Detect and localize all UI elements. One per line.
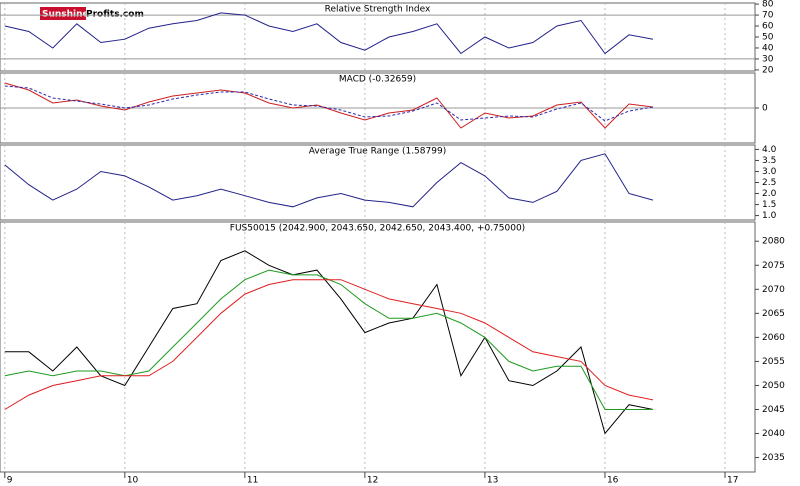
y-tick-label: 2055 <box>762 357 785 367</box>
x-tick-label: 13 <box>487 476 498 486</box>
y-tick-label: 30 <box>762 54 774 64</box>
y-tick-label: 0 <box>762 104 768 114</box>
y-tick-label: 2.5 <box>762 178 776 188</box>
y-tick-label: 50 <box>762 33 774 43</box>
y-tick-label: 2070 <box>762 285 785 295</box>
panel-title: FUS50015 (2042.900, 2043.650, 2042.650, … <box>230 224 525 234</box>
x-tick-label: 16 <box>607 476 619 486</box>
y-tick-label: 2040 <box>762 429 785 439</box>
series-line <box>4 85 654 122</box>
x-tick-label: 10 <box>127 476 139 486</box>
series-line <box>4 82 654 129</box>
x-tick-label: 12 <box>367 476 378 486</box>
x-tick-label: 17 <box>727 476 738 486</box>
logo-text: Profits.com <box>86 10 144 20</box>
y-tick-label: 20 <box>762 65 774 75</box>
y-tick-label: 2065 <box>762 309 785 319</box>
y-tick-label: 2075 <box>762 261 785 271</box>
y-tick-label: 2050 <box>762 381 785 391</box>
y-tick-label: 3.0 <box>762 167 777 177</box>
y-tick-label: 40 <box>762 43 774 53</box>
panel-title: Average True Range (1.58799) <box>309 147 446 157</box>
panel-frame <box>0 221 756 473</box>
logo-box <box>40 7 86 20</box>
y-tick-label: 60 <box>762 22 774 32</box>
y-tick-label: 2080 <box>762 237 785 247</box>
panel-title: Relative Strength Index <box>325 5 431 15</box>
y-tick-label: 1.0 <box>762 211 777 221</box>
series-line <box>4 250 654 435</box>
series-line <box>4 12 654 55</box>
y-tick-label: 3.5 <box>762 156 776 166</box>
y-tick-label: 1.5 <box>762 200 776 210</box>
y-tick-label: 2060 <box>762 333 785 343</box>
y-tick-label: 4.0 <box>762 145 777 155</box>
y-tick-label: 2035 <box>762 453 785 463</box>
y-tick-label: 2045 <box>762 405 785 415</box>
series-line <box>4 279 654 410</box>
series-line <box>4 153 654 208</box>
y-tick-label: 70 <box>762 11 774 21</box>
y-tick-label: 80 <box>762 0 774 10</box>
x-tick-label: 9 <box>7 476 13 486</box>
panel-title: MACD (-0.32659) <box>339 75 416 85</box>
logo-text: Sunshine <box>42 10 89 20</box>
x-tick-label: 11 <box>247 476 258 486</box>
y-tick-label: 2.0 <box>762 189 777 199</box>
